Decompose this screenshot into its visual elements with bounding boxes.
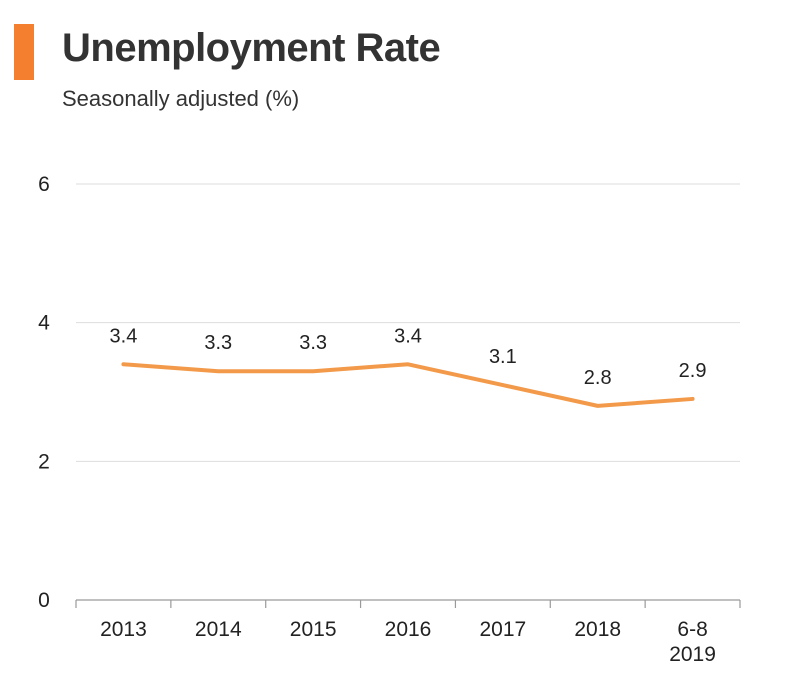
data-label: 3.3 xyxy=(299,332,327,354)
chart-subtitle: Seasonally adjusted (%) xyxy=(62,86,300,111)
y-tick-label: 6 xyxy=(38,173,50,196)
chart-title: Unemployment Rate xyxy=(62,26,441,70)
title-accent-bar xyxy=(14,24,34,80)
data-label: 3.3 xyxy=(204,332,232,354)
y-tick-label: 0 xyxy=(38,589,50,612)
data-label: 2.8 xyxy=(584,367,612,389)
y-tick-label: 4 xyxy=(38,312,50,335)
x-tick-label: 2013 xyxy=(100,618,147,641)
gridlines xyxy=(76,183,740,462)
x-tick-label: 2014 xyxy=(195,618,242,641)
x-axis: 2013 2014 2015 2016 2017 2018 6-8 2019 xyxy=(75,599,741,666)
x-tick-label: 2018 xyxy=(574,618,621,641)
data-label: 2.9 xyxy=(679,360,707,382)
y-axis: 0 2 4 6 xyxy=(38,173,50,612)
x-tick-label: 2016 xyxy=(385,618,432,641)
x-tick-label: 2017 xyxy=(479,618,526,641)
data-label: 3.1 xyxy=(489,346,517,368)
x-tick-label: 2015 xyxy=(290,618,337,641)
x-tick-label: 6-8 2019 xyxy=(669,618,716,666)
data-label: 3.4 xyxy=(110,325,138,347)
data-labels: 3.4 3.3 3.3 3.4 3.1 2.8 2.9 xyxy=(110,325,707,389)
series-line-group xyxy=(121,362,695,408)
y-tick-label: 2 xyxy=(38,450,50,473)
data-label: 3.4 xyxy=(394,325,422,347)
